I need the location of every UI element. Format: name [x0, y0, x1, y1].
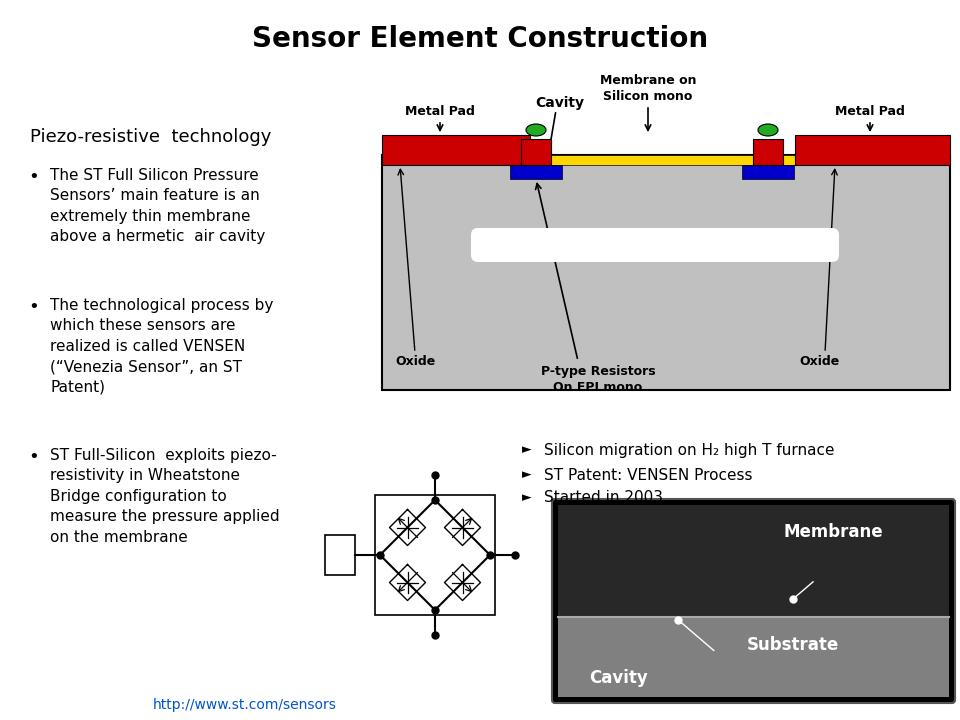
Bar	[558, 617, 949, 697]
Text: Substrate: Substrate	[747, 636, 839, 654]
Text: Cavity: Cavity	[589, 669, 648, 687]
Text: Silicon migration on H₂ high T furnace: Silicon migration on H₂ high T furnace	[544, 443, 834, 457]
Ellipse shape	[758, 124, 778, 136]
Text: Membrane on
Silicon mono: Membrane on Silicon mono	[600, 74, 696, 103]
Bar	[325, 535, 355, 575]
Bar	[558, 505, 949, 617]
Text: •: •	[28, 298, 38, 316]
Text: The technological process by
which these sensors are
realized is called VENSEN
(: The technological process by which these…	[50, 298, 274, 395]
Text: P-type Resistors
On EPI mono: P-type Resistors On EPI mono	[540, 365, 656, 394]
Text: Sensor Element Construction: Sensor Element Construction	[252, 25, 708, 53]
Text: Cavity: Cavity	[536, 96, 585, 110]
Text: •: •	[28, 448, 38, 466]
Text: Metal Pad: Metal Pad	[835, 105, 905, 118]
Text: Oxide: Oxide	[800, 355, 840, 368]
Bar	[510, 165, 562, 179]
FancyBboxPatch shape	[552, 499, 955, 703]
Text: Oxide: Oxide	[395, 355, 435, 368]
Bar	[742, 165, 794, 179]
Text: ST Full-Silicon  exploits piezo-
resistivity in Wheatstone
Bridge configuration : ST Full-Silicon exploits piezo- resistiv…	[50, 448, 279, 544]
Bar	[753, 139, 783, 165]
Text: http://www.st.com/sensors: http://www.st.com/sensors	[153, 698, 337, 712]
Text: ►: ►	[522, 444, 532, 456]
Text: Piezo-resistive  technology: Piezo-resistive technology	[30, 128, 272, 146]
Bar	[382, 135, 530, 165]
Text: Started in 2003: Started in 2003	[544, 490, 663, 505]
Text: Metal Pad: Metal Pad	[405, 105, 475, 118]
Text: ►: ►	[522, 492, 532, 505]
FancyBboxPatch shape	[471, 228, 839, 262]
Bar	[521, 139, 551, 165]
Bar	[795, 135, 950, 165]
Text: ►: ►	[522, 469, 532, 482]
Text: ST Patent: VENSEN Process: ST Patent: VENSEN Process	[544, 467, 753, 482]
Text: The ST Full Silicon Pressure
Sensors’ main feature is an
extremely thin membrane: The ST Full Silicon Pressure Sensors’ ma…	[50, 168, 265, 244]
Text: •: •	[28, 168, 38, 186]
Bar	[382, 155, 950, 165]
Ellipse shape	[526, 124, 546, 136]
Bar	[382, 155, 950, 390]
Bar	[375, 495, 495, 615]
Text: Membrane: Membrane	[783, 523, 882, 541]
